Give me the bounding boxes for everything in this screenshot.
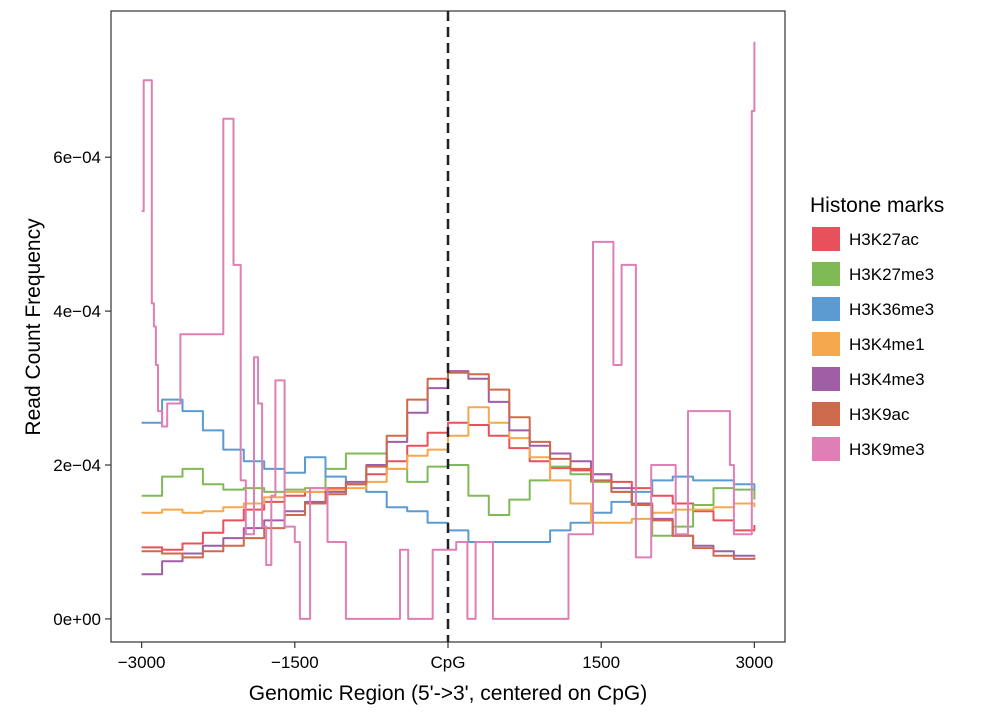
legend-title: Histone marks — [810, 194, 944, 217]
legend-key-h3k27ac — [812, 227, 840, 251]
x-tick-label: −3000 — [118, 653, 166, 672]
legend-label-h3k9me3: H3K9me3 — [849, 440, 925, 459]
legend-label-h3k9ac: H3K9ac — [849, 405, 910, 424]
series-line-h3k9me3 — [141, 41, 756, 620]
y-axis-title: Read Count Frequency — [22, 218, 45, 436]
legend-label-h3k4me3: H3K4me3 — [849, 370, 925, 389]
x-tick-label: 3000 — [735, 653, 773, 672]
y-axis: 0e+00 2e−04 4e−04 6e−04 — [53, 148, 111, 629]
x-tick-label: CpG — [431, 653, 466, 672]
legend-label-h3k27ac: H3K27ac — [849, 230, 919, 249]
legend-key-h3k36me3 — [812, 297, 840, 321]
legend: Histone marks H3K27ac H3K27me3 H3K36me3 H3K… — [810, 194, 944, 461]
legend-label-h3k36me3: H3K36me3 — [849, 300, 934, 319]
legend-key-h3k27me3 — [812, 262, 840, 286]
y-tick-label: 6e−04 — [53, 148, 101, 167]
series-line-h3k27me3 — [141, 452, 756, 537]
legend-label-h3k4me1: H3K4me1 — [849, 335, 925, 354]
y-tick-label: 4e−04 — [53, 302, 101, 321]
x-axis-title: Genomic Region (5'->3', centered on CpG) — [249, 682, 647, 705]
legend-key-h3k9ac — [812, 402, 840, 426]
y-tick-label: 2e−04 — [53, 456, 101, 475]
x-tick-label: 1500 — [582, 653, 620, 672]
legend-key-h3k4me3 — [812, 367, 840, 391]
legend-key-h3k9me3 — [812, 437, 840, 461]
y-tick-label: 0e+00 — [53, 610, 101, 629]
x-axis: −3000 −1500 CpG 1500 3000 — [118, 642, 773, 672]
legend-label-h3k27me3: H3K27me3 — [849, 265, 934, 284]
legend-key-h3k4me1 — [812, 332, 840, 356]
x-tick-label: −1500 — [271, 653, 319, 672]
